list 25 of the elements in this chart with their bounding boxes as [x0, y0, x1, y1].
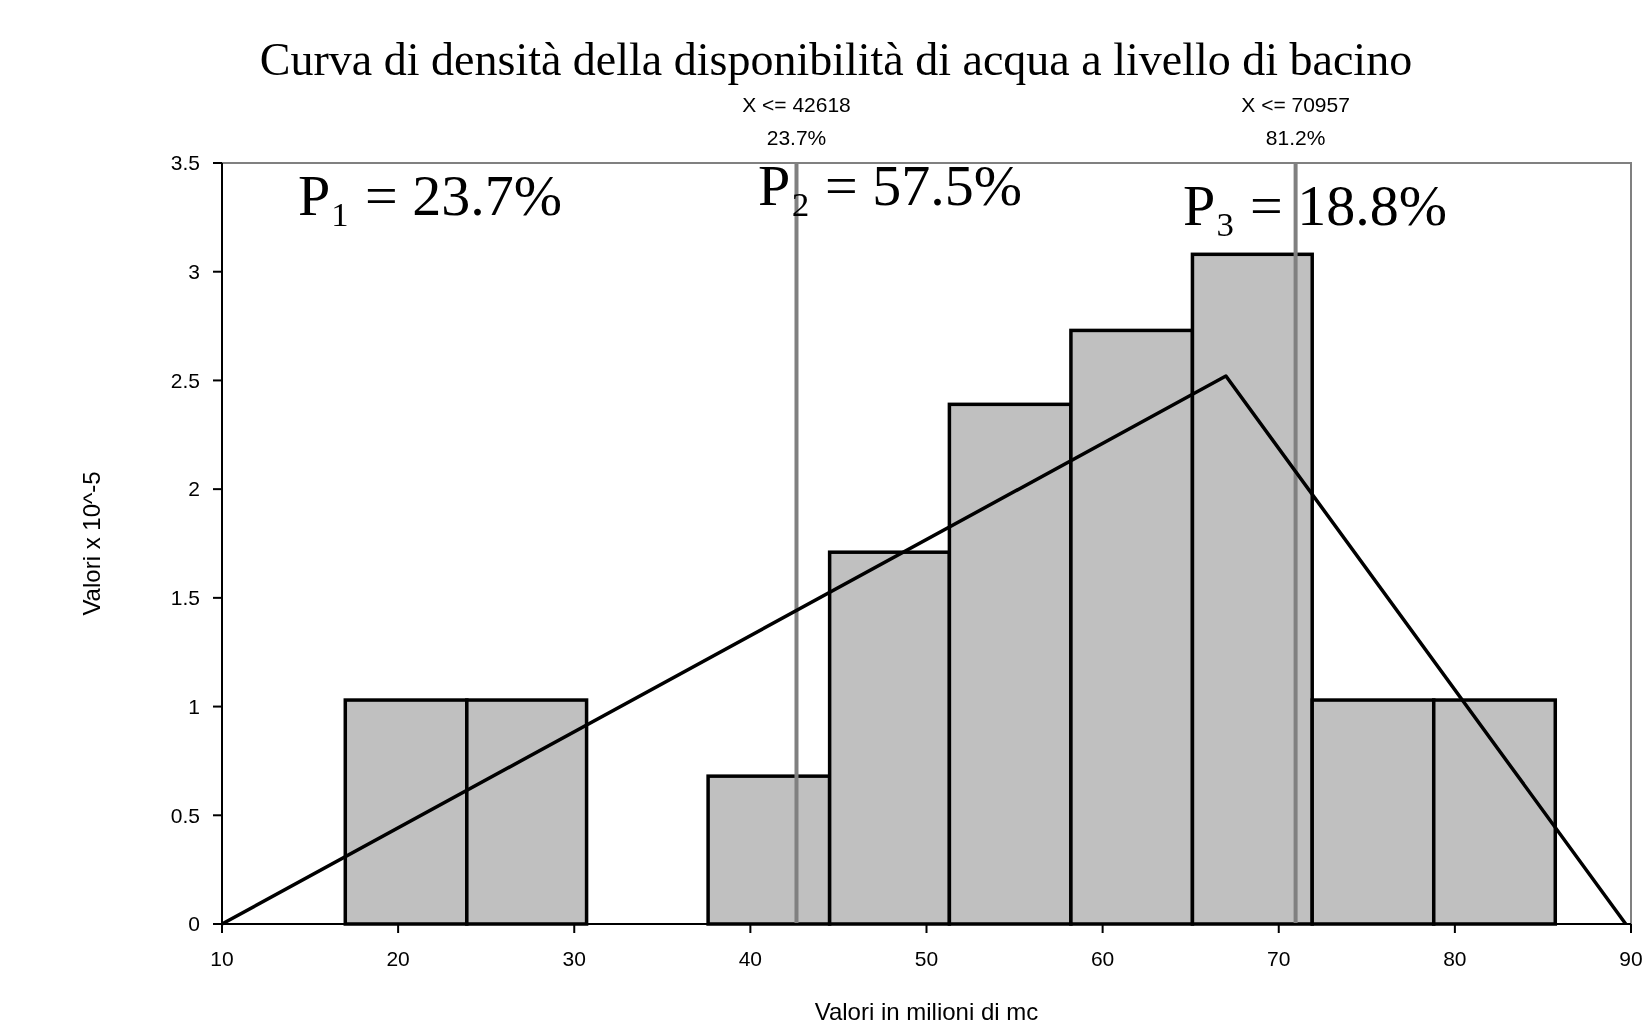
- ref-line-label: X <= 70957 81.2%: [1241, 93, 1350, 149]
- x-tick-label: 90: [1619, 947, 1643, 970]
- chart-title: Curva di densità della disponibilità di acqua a livello di bacino: [259, 34, 1413, 85]
- y-tick-label: 3.5: [170, 151, 200, 175]
- y-axis-title: Valori x 10^-5: [78, 471, 105, 616]
- y-tick-label: 3: [188, 260, 200, 284]
- x-tick-label: 10: [210, 947, 234, 970]
- y-tick-label: 1.5: [170, 586, 200, 610]
- x-tick-label: 70: [1267, 947, 1291, 970]
- annotation: P₃ = 18.8%: [1182, 173, 1448, 238]
- x-tick-label: 40: [738, 947, 763, 970]
- ref-line-label: X <= 42618 23.7%: [742, 93, 851, 149]
- y-tick-label: 2: [188, 477, 200, 501]
- x-tick-label: 20: [386, 947, 410, 970]
- y-tick-label: 0.5: [170, 803, 200, 827]
- y-tick-label: 2.5: [170, 368, 200, 392]
- y-tick-label: 1: [188, 694, 200, 718]
- x-tick-label: 50: [914, 947, 939, 970]
- annotation: P₂ = 57.5%: [757, 153, 1023, 218]
- x-axis-title: Valori in milioni di mc: [814, 998, 1039, 1025]
- y-tick-label: 0: [188, 912, 200, 936]
- x-tick-label: 60: [1090, 947, 1115, 970]
- x-tick-label: 30: [562, 947, 586, 970]
- annotation: P₁ = 23.7%: [297, 163, 563, 228]
- x-tick-label: 80: [1443, 947, 1467, 970]
